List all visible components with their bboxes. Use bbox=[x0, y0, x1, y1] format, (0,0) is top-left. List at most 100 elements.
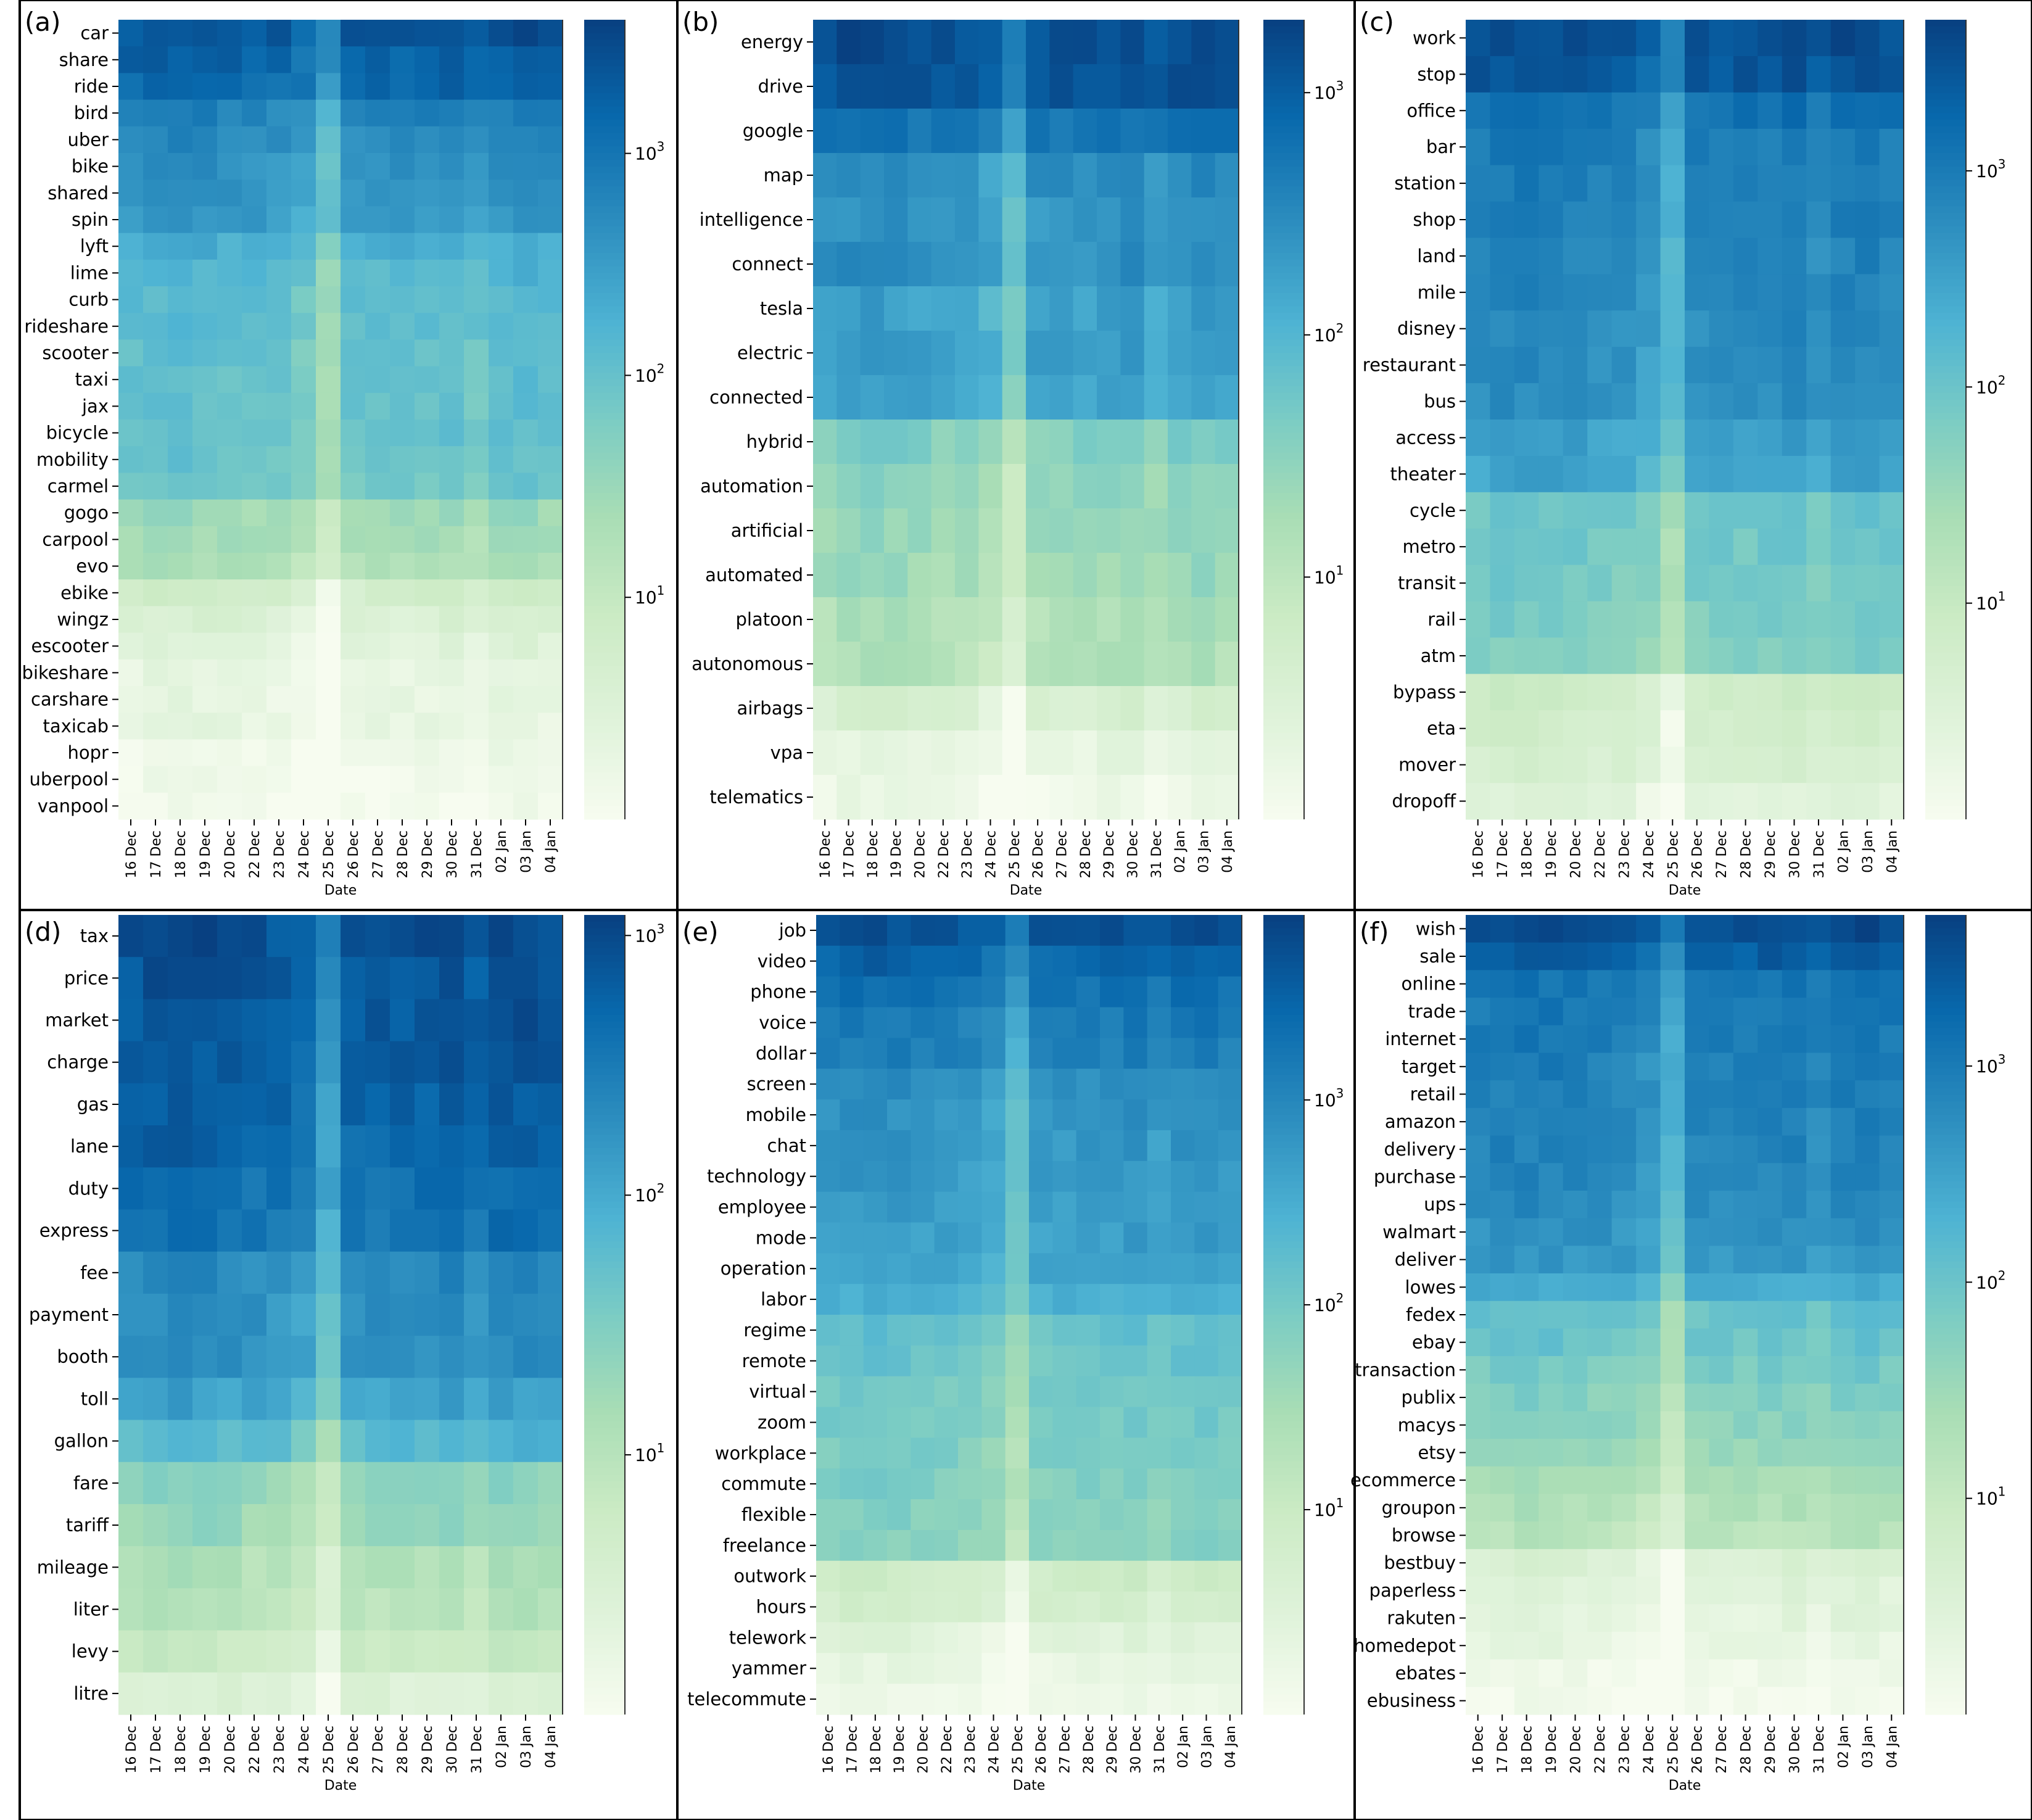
colorbar-segment bbox=[584, 968, 625, 975]
heatmap-cell bbox=[1709, 455, 1734, 493]
heatmap-cell bbox=[1514, 915, 1539, 943]
heatmap-cell bbox=[816, 1069, 840, 1100]
colorbar-tick-label: 101 bbox=[1976, 1484, 2005, 1509]
heatmap-cell bbox=[1782, 601, 1807, 639]
heatmap-cell bbox=[1757, 165, 1783, 202]
heatmap-cell bbox=[1587, 1107, 1613, 1136]
heatmap-cell bbox=[836, 286, 861, 331]
heatmap-cell bbox=[1879, 201, 1904, 239]
heatmap-cell bbox=[217, 366, 242, 394]
heatmap-cell bbox=[931, 20, 956, 65]
heatmap-cell bbox=[1660, 637, 1685, 674]
heatmap-cell bbox=[143, 1336, 168, 1378]
heatmap-cell bbox=[1514, 970, 1539, 998]
heatmap-cell bbox=[192, 553, 218, 580]
row-label: walmart bbox=[1382, 1222, 1456, 1243]
heatmap-cell bbox=[415, 957, 440, 1000]
colorbar-segment bbox=[1263, 1634, 1304, 1642]
heatmap-cell bbox=[1806, 1135, 1832, 1164]
heatmap-cell bbox=[365, 1336, 390, 1378]
colorbar-segment bbox=[1925, 1654, 1966, 1662]
heatmap-cell bbox=[415, 659, 440, 687]
heatmap-cell bbox=[1490, 1135, 1515, 1164]
row-label: uberpool bbox=[29, 769, 109, 790]
heatmap-cell bbox=[1611, 1190, 1637, 1219]
colorbar-segment bbox=[1925, 379, 1966, 387]
heatmap-cell bbox=[1120, 286, 1145, 331]
heatmap-cell bbox=[1144, 464, 1168, 509]
heatmap-cell bbox=[1709, 274, 1734, 311]
heatmap-cell bbox=[840, 1376, 864, 1408]
heatmap-cell bbox=[907, 775, 932, 820]
heatmap-cell bbox=[1636, 1604, 1661, 1632]
heatmap-cell bbox=[1171, 1684, 1195, 1715]
heatmap-cell bbox=[1709, 1080, 1734, 1109]
heatmap-cell bbox=[1120, 331, 1145, 376]
date-tick-label: 19 Dec bbox=[198, 830, 213, 879]
heatmap-cell bbox=[192, 1378, 218, 1421]
heatmap-cell bbox=[1563, 601, 1588, 639]
heatmap-cell bbox=[1538, 165, 1564, 202]
heatmap-cell bbox=[1733, 1521, 1758, 1550]
colorbar-segment bbox=[1925, 975, 1966, 982]
colorbar-segment bbox=[1263, 20, 1304, 27]
heatmap-cell bbox=[1191, 375, 1216, 420]
colorbar-segment bbox=[1925, 166, 1966, 173]
heatmap-cell bbox=[341, 632, 366, 660]
heatmap-cell bbox=[1076, 1345, 1101, 1377]
colorbar-segment bbox=[1263, 1501, 1304, 1508]
heatmap-cell bbox=[1757, 492, 1783, 529]
colorbar-segment bbox=[1263, 1654, 1304, 1662]
heatmap-cell bbox=[192, 46, 218, 73]
heatmap-cell bbox=[1757, 1328, 1783, 1357]
colorbar-segment bbox=[584, 279, 625, 287]
heatmap-cell bbox=[1660, 455, 1685, 493]
colorbar-segment bbox=[584, 1654, 625, 1662]
heatmap-cell bbox=[365, 206, 390, 234]
colorbar-segment bbox=[584, 1088, 625, 1096]
colorbar-segment bbox=[1925, 639, 1966, 647]
heatmap-cell bbox=[1002, 508, 1026, 553]
heatmap-cell bbox=[836, 109, 861, 154]
heatmap-cell bbox=[192, 446, 218, 473]
heatmap-cell bbox=[538, 1378, 563, 1421]
heatmap-cell bbox=[1514, 1053, 1539, 1081]
colorbar-segment bbox=[1263, 792, 1304, 800]
heatmap-cell bbox=[1636, 310, 1661, 347]
heatmap-cell bbox=[464, 1546, 489, 1589]
heatmap-cell bbox=[266, 153, 292, 180]
heatmap-cell bbox=[860, 64, 885, 109]
heatmap-cell bbox=[836, 730, 861, 776]
heatmap-cell bbox=[1171, 1099, 1195, 1131]
colorbar-segment bbox=[1925, 313, 1966, 320]
heatmap-cell bbox=[168, 579, 193, 606]
colorbar-segment bbox=[1263, 1468, 1304, 1475]
heatmap-cell bbox=[1097, 464, 1121, 509]
row-label: stop bbox=[1417, 64, 1456, 85]
heatmap-cell bbox=[118, 999, 144, 1042]
heatmap-cell bbox=[1049, 464, 1074, 509]
heatmap-cell bbox=[1147, 1468, 1171, 1500]
colorbar-segment bbox=[1925, 1248, 1966, 1255]
heatmap-cell bbox=[439, 153, 465, 180]
colorbar-segment bbox=[1925, 279, 1966, 287]
colorbar-segment bbox=[1263, 226, 1304, 234]
heatmap-cell bbox=[1855, 92, 1880, 130]
colorbar-segment bbox=[1925, 579, 1966, 587]
colorbar-segment bbox=[1925, 120, 1966, 127]
heatmap-cell bbox=[1685, 1301, 1710, 1329]
heatmap-cell bbox=[1026, 20, 1050, 65]
heatmap-cell bbox=[513, 526, 539, 553]
colorbar-segment bbox=[1263, 686, 1304, 693]
heatmap-cell bbox=[1660, 165, 1685, 202]
row-label: zoom bbox=[758, 1412, 806, 1433]
heatmap-cell bbox=[887, 1345, 911, 1377]
colorbar-segment bbox=[584, 982, 625, 989]
row-label: fedex bbox=[1406, 1304, 1456, 1325]
heatmap-cell bbox=[538, 957, 563, 1000]
colorbar-segment bbox=[1263, 1628, 1304, 1635]
heatmap-cell bbox=[242, 1209, 267, 1252]
heatmap-cell bbox=[464, 766, 489, 793]
heatmap-cell bbox=[1660, 420, 1685, 457]
heatmap-cell bbox=[907, 730, 932, 776]
